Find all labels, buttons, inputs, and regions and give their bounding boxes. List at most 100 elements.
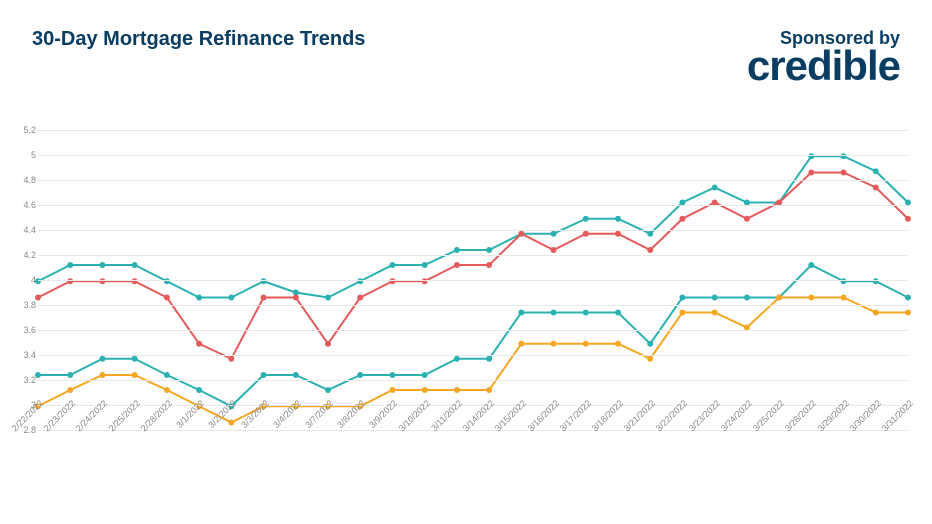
y-tick-label: 5 bbox=[31, 150, 36, 160]
series-teal-low-marker bbox=[808, 262, 814, 268]
x-tick-label: 3/14/2022 bbox=[461, 398, 496, 433]
series-teal-high-marker bbox=[583, 216, 589, 222]
series-red-marker bbox=[454, 262, 460, 268]
x-tick-label: 3/30/2022 bbox=[847, 398, 882, 433]
x-tick-label: 3/23/2022 bbox=[686, 398, 721, 433]
series-teal-high-marker bbox=[454, 247, 460, 253]
series-red-marker bbox=[325, 341, 331, 347]
x-tick-label: 3/8/2022 bbox=[335, 398, 367, 430]
sponsor-block: Sponsored by credible bbox=[747, 28, 900, 85]
series-teal-low-marker bbox=[583, 310, 589, 316]
x-tick-label: 3/2/2022 bbox=[207, 398, 239, 430]
y-tick-label: 4.6 bbox=[23, 200, 36, 210]
y-tick-label: 3.4 bbox=[23, 350, 36, 360]
grid-line bbox=[38, 330, 908, 331]
grid-line bbox=[38, 155, 908, 156]
series-teal-low-marker bbox=[35, 372, 41, 378]
x-tick-label: 3/31/2022 bbox=[880, 398, 915, 433]
series-teal-high-marker bbox=[99, 262, 105, 268]
x-tick-label: 3/29/2022 bbox=[815, 398, 850, 433]
series-teal-low-marker bbox=[67, 372, 73, 378]
grid-line bbox=[38, 205, 908, 206]
series-teal-high-marker bbox=[712, 185, 718, 191]
y-tick-label: 2.8 bbox=[23, 425, 36, 435]
series-teal-high-marker bbox=[196, 295, 202, 301]
grid-line bbox=[38, 230, 908, 231]
grid-line bbox=[38, 255, 908, 256]
x-tick-label: 3/3/2022 bbox=[239, 398, 271, 430]
series-red-marker bbox=[841, 170, 847, 176]
x-tick-label: 3/24/2022 bbox=[719, 398, 754, 433]
x-tick-label: 3/11/2022 bbox=[429, 398, 464, 433]
series-orange-marker bbox=[808, 295, 814, 301]
plot-area bbox=[38, 130, 908, 430]
series-teal-low-marker bbox=[357, 372, 363, 378]
x-tick-label: 3/7/2022 bbox=[303, 398, 335, 430]
chart-title: 30-Day Mortgage Refinance Trends bbox=[32, 28, 365, 51]
series-red-marker bbox=[293, 295, 299, 301]
series-teal-high-marker bbox=[873, 168, 879, 174]
x-tick-label: 3/10/2022 bbox=[396, 398, 431, 433]
y-tick-label: 5.2 bbox=[23, 125, 36, 135]
x-tick-label: 2/25/2022 bbox=[106, 398, 141, 433]
x-tick-label: 3/22/2022 bbox=[654, 398, 689, 433]
series-red-marker bbox=[744, 216, 750, 222]
grid-line bbox=[38, 380, 908, 381]
series-red-marker bbox=[196, 341, 202, 347]
series-orange-marker bbox=[583, 341, 589, 347]
series-teal-low-marker bbox=[712, 295, 718, 301]
series-teal-high-marker bbox=[325, 295, 331, 301]
series-orange-marker bbox=[518, 341, 524, 347]
series-teal-low-marker bbox=[454, 356, 460, 362]
series-teal-high-marker bbox=[389, 262, 395, 268]
series-orange-marker bbox=[712, 310, 718, 316]
series-teal-low-marker bbox=[518, 310, 524, 316]
series-teal-low-marker bbox=[99, 356, 105, 362]
x-tick-label: 3/16/2022 bbox=[525, 398, 560, 433]
series-teal-high-line bbox=[38, 156, 908, 297]
series-red-marker bbox=[808, 170, 814, 176]
series-red-marker bbox=[357, 295, 363, 301]
series-red-marker bbox=[873, 185, 879, 191]
series-red-marker bbox=[551, 247, 557, 253]
series-red-marker bbox=[905, 216, 911, 222]
grid-line bbox=[38, 305, 908, 306]
series-orange-marker bbox=[99, 372, 105, 378]
y-tick-label: 4 bbox=[31, 275, 36, 285]
x-tick-label: 3/17/2022 bbox=[557, 398, 592, 433]
series-teal-low-marker bbox=[744, 295, 750, 301]
series-orange-marker bbox=[647, 356, 653, 362]
x-tick-label: 2/24/2022 bbox=[74, 398, 109, 433]
series-red-marker bbox=[615, 231, 621, 237]
series-teal-low-marker bbox=[293, 372, 299, 378]
y-tick-label: 3.6 bbox=[23, 325, 36, 335]
series-teal-high-marker bbox=[132, 262, 138, 268]
series-orange-marker bbox=[841, 295, 847, 301]
x-tick-label: 3/28/2022 bbox=[783, 398, 818, 433]
series-teal-high-marker bbox=[615, 216, 621, 222]
x-tick-label: 2/28/2022 bbox=[139, 398, 174, 433]
chart-container: 2.833.23.43.63.844.24.44.64.855.2 2/22/2… bbox=[38, 130, 908, 430]
series-teal-low-marker bbox=[422, 372, 428, 378]
series-teal-low-marker bbox=[905, 295, 911, 301]
grid-line bbox=[38, 130, 908, 131]
y-tick-label: 4.4 bbox=[23, 225, 36, 235]
series-orange-marker bbox=[132, 372, 138, 378]
y-tick-label: 4.2 bbox=[23, 250, 36, 260]
x-tick-label: 2/23/2022 bbox=[42, 398, 77, 433]
series-red-marker bbox=[164, 295, 170, 301]
series-teal-low-marker bbox=[389, 372, 395, 378]
series-orange-marker bbox=[679, 310, 685, 316]
y-tick-label: 3.2 bbox=[23, 375, 36, 385]
series-teal-low-marker bbox=[615, 310, 621, 316]
series-teal-low-line bbox=[38, 265, 908, 406]
series-teal-high-marker bbox=[486, 247, 492, 253]
x-tick-label: 3/4/2022 bbox=[271, 398, 303, 430]
series-orange-marker bbox=[615, 341, 621, 347]
x-tick-label: 3/25/2022 bbox=[751, 398, 786, 433]
grid-line bbox=[38, 180, 908, 181]
series-orange-marker bbox=[551, 341, 557, 347]
series-red-marker bbox=[647, 247, 653, 253]
series-teal-high-marker bbox=[551, 231, 557, 237]
chart-header: 30-Day Mortgage Refinance Trends Sponsor… bbox=[32, 28, 900, 85]
